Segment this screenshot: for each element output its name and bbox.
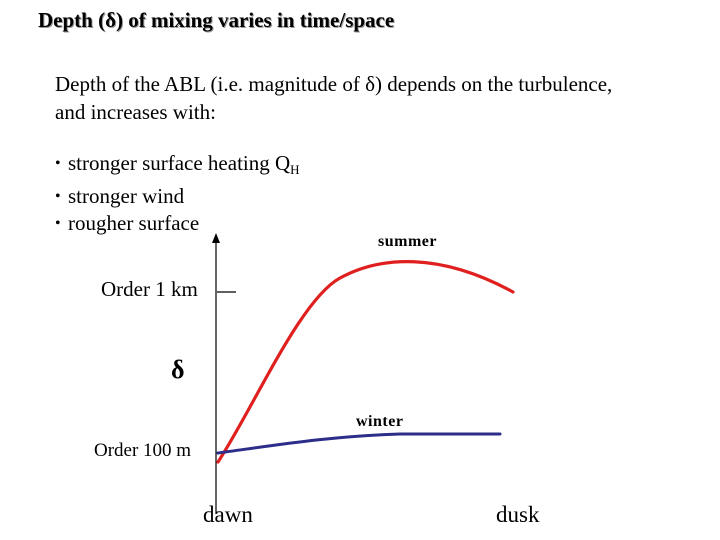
bullet-text: stronger surface heating Q [68, 151, 291, 175]
slide-title: Depth (δ) of mixing varies in time/space [38, 8, 395, 32]
bullet-dot-icon: • [55, 155, 61, 172]
bullet-subscript: H [290, 162, 300, 177]
bullet-item-roughness: • rougher surface [55, 210, 300, 237]
winter-curve [216, 432, 502, 455]
x-mark-dusk: dusk [496, 502, 540, 527]
summer-curve-label: summer [378, 233, 437, 250]
bullet-item-wind: • stronger wind [55, 183, 300, 210]
intro-line-2: and increases with: [55, 100, 216, 124]
bullet-dot-icon: • [55, 188, 61, 205]
y-axis-arrowhead [212, 233, 220, 243]
intro-line-1: Depth of the ABL (i.e. magnitude of δ) d… [55, 72, 613, 96]
bullet-dot-icon: • [55, 215, 61, 232]
y-mark-order-100-m: Order 100 m [94, 440, 192, 461]
y-axis-symbol-delta: δ [171, 355, 185, 384]
winter-curve-label: winter [356, 413, 404, 430]
y-mark-order-1-km: Order 1 km [101, 277, 198, 301]
intro-text: Depth of the ABL (i.e. magnitude of δ) d… [55, 70, 675, 126]
summer-curve [216, 260, 515, 464]
x-mark-dawn: dawn [203, 502, 253, 527]
bullet-text: stronger wind [68, 184, 185, 208]
bullet-list: • stronger surface heating QH • stronger w… [55, 150, 300, 237]
bullet-item-heating: • stronger surface heating QH [55, 150, 300, 183]
bullet-text: rougher surface [68, 211, 200, 235]
